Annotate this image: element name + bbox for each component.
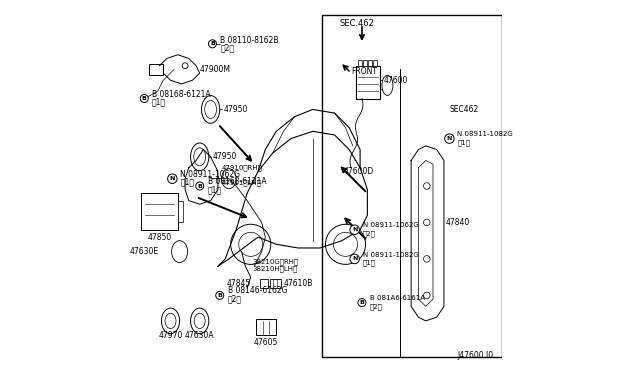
FancyBboxPatch shape <box>256 319 276 336</box>
Text: B 08168-6121A: B 08168-6121A <box>152 90 210 99</box>
Text: SEC.462: SEC.462 <box>339 19 374 28</box>
FancyBboxPatch shape <box>356 66 380 99</box>
Text: 47630E: 47630E <box>130 247 159 256</box>
Circle shape <box>350 254 360 264</box>
Circle shape <box>209 40 216 48</box>
Text: （1）: （1） <box>363 259 376 266</box>
Circle shape <box>350 225 360 234</box>
Text: 47970: 47970 <box>158 331 182 340</box>
Text: 47630A: 47630A <box>185 331 214 340</box>
Text: B 08146-6162G: B 08146-6162G <box>228 286 287 295</box>
Circle shape <box>424 256 430 262</box>
FancyBboxPatch shape <box>363 60 367 66</box>
FancyBboxPatch shape <box>141 193 178 230</box>
FancyBboxPatch shape <box>178 201 183 222</box>
Text: （1）: （1） <box>208 185 221 194</box>
Text: 47950: 47950 <box>212 153 237 161</box>
Text: B: B <box>218 293 222 298</box>
Text: 47840: 47840 <box>446 218 470 227</box>
Text: （2）: （2） <box>220 43 234 52</box>
Text: B 081A6-6161A: B 081A6-6161A <box>370 295 425 301</box>
Text: B 08168-6121A: B 08168-6121A <box>208 177 266 186</box>
Text: （2）: （2） <box>363 230 376 237</box>
Text: 47950: 47950 <box>223 105 248 114</box>
Text: SEC462: SEC462 <box>449 105 479 114</box>
Text: （1）: （1） <box>152 98 166 107</box>
Text: （2）: （2） <box>228 295 242 304</box>
FancyBboxPatch shape <box>269 279 280 288</box>
Circle shape <box>168 174 177 183</box>
Text: 47910（RH）: 47910（RH） <box>221 164 262 171</box>
Text: 47610B: 47610B <box>284 279 313 288</box>
Text: （2）: （2） <box>370 303 383 310</box>
Text: 47850: 47850 <box>147 232 172 241</box>
FancyBboxPatch shape <box>148 64 163 75</box>
Text: 47605: 47605 <box>254 338 278 347</box>
Text: N: N <box>170 176 175 181</box>
Text: 38210G（RH）: 38210G（RH） <box>253 259 299 265</box>
Text: N 08911-1082G: N 08911-1082G <box>458 131 513 137</box>
Text: B: B <box>360 300 364 305</box>
Text: N 08911-1062G: N 08911-1062G <box>363 222 419 228</box>
Text: J47600 I0: J47600 I0 <box>457 351 493 360</box>
Circle shape <box>216 291 224 299</box>
Text: 47845: 47845 <box>227 279 251 288</box>
Text: N: N <box>447 136 452 141</box>
Text: N 08911-1062G: N 08911-1062G <box>180 170 241 179</box>
Text: 47600: 47600 <box>384 76 408 85</box>
Text: B: B <box>142 96 147 101</box>
Text: B: B <box>197 183 202 189</box>
Circle shape <box>424 292 430 299</box>
Text: N 08911-1082G: N 08911-1082G <box>363 251 419 257</box>
Circle shape <box>358 299 366 307</box>
Circle shape <box>182 63 188 68</box>
Text: B 08110-8162B: B 08110-8162B <box>220 36 279 45</box>
Circle shape <box>196 182 204 190</box>
Circle shape <box>424 219 430 226</box>
Text: FRONT: FRONT <box>352 67 378 76</box>
Circle shape <box>140 94 148 103</box>
Text: 47911（LH）: 47911（LH） <box>221 179 262 186</box>
FancyBboxPatch shape <box>358 60 362 66</box>
Text: （1）: （1） <box>458 139 470 145</box>
Circle shape <box>424 183 430 189</box>
FancyBboxPatch shape <box>260 279 268 288</box>
Circle shape <box>445 134 454 143</box>
Text: B: B <box>210 41 215 46</box>
FancyBboxPatch shape <box>368 60 372 66</box>
Text: 47600D: 47600D <box>344 167 374 176</box>
Text: N: N <box>352 227 357 232</box>
Text: 47900M: 47900M <box>200 65 230 74</box>
Text: N: N <box>352 256 357 262</box>
Text: （1）: （1） <box>180 178 195 187</box>
FancyBboxPatch shape <box>373 60 377 66</box>
Text: 38210H（LH）: 38210H（LH） <box>253 266 298 272</box>
